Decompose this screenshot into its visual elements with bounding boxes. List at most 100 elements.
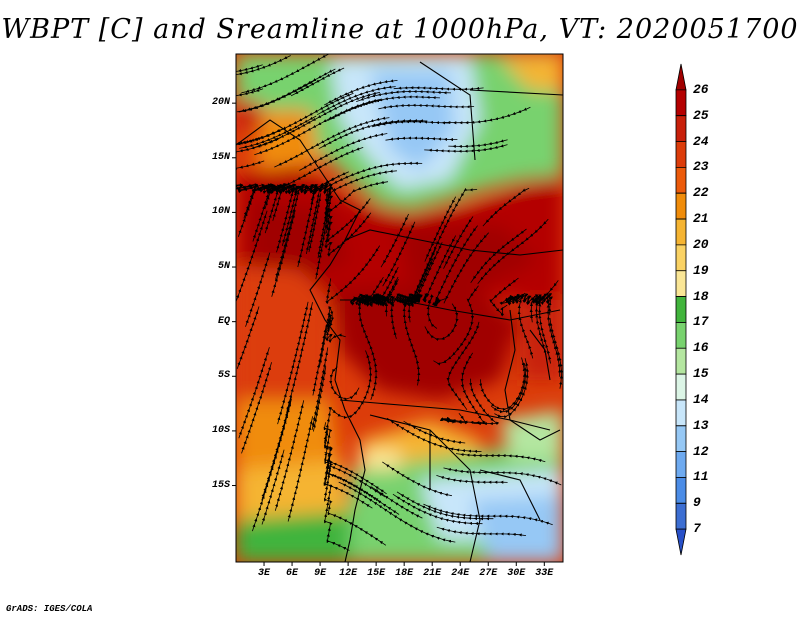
x-tick-label: 9E [314, 568, 327, 579]
streamline [440, 413, 469, 425]
colorbar-segment [675, 399, 687, 427]
streamline [262, 184, 285, 221]
streamline [482, 187, 530, 227]
streamline [287, 416, 313, 522]
streamline [549, 318, 563, 389]
x-tick-label: 33E [535, 568, 554, 579]
streamline [323, 451, 350, 551]
streamline [277, 301, 309, 425]
streamline [424, 144, 508, 153]
streamline [236, 210, 268, 302]
colorbar-segment [675, 322, 687, 349]
y-tick-label: 15N [211, 151, 230, 163]
streamline [236, 160, 265, 172]
streamlines [236, 54, 563, 551]
x-tick-label: 18E [395, 568, 414, 579]
x-tick-label: 6E [286, 568, 299, 579]
streamline [236, 128, 284, 148]
streamline [318, 180, 389, 217]
streamline [489, 277, 519, 317]
streamline [236, 306, 260, 369]
y-tick-label: 10N [211, 206, 230, 218]
x-tick-label: 30E [507, 568, 526, 579]
colorbar-label: 22 [693, 185, 709, 201]
x-tick-label: 24E [451, 568, 470, 579]
x-tick-label: 15E [367, 568, 386, 579]
chart-title: WBPT [C] and Sreamline at 1000hPa, VT: 2… [1, 14, 799, 45]
colorbar-segment [675, 192, 687, 220]
streamline [490, 363, 528, 414]
x-tick-label: 21E [423, 568, 442, 579]
streamline [241, 54, 329, 94]
colorbar-label: 9 [693, 495, 701, 511]
streamline [324, 208, 372, 257]
footer-credit: GrADS: IGES/COLA [6, 604, 93, 614]
colorbar-segment [675, 166, 687, 194]
axis-ticks [232, 102, 545, 566]
colorbar-segment [675, 270, 687, 297]
colorbar-label: 13 [693, 417, 709, 433]
map-frame [235, 53, 564, 563]
x-tick-label: 12E [339, 568, 358, 579]
streamline [455, 452, 546, 463]
colorbar-label: 21 [693, 211, 709, 227]
streamline [443, 467, 562, 486]
colorbar-label: 7 [693, 521, 701, 537]
x-tick-label: 3E [258, 568, 271, 579]
colorbar-segment [675, 63, 687, 91]
streamline [236, 182, 255, 193]
streamline [241, 362, 272, 454]
colorbar-label: 26 [693, 81, 709, 97]
streamline [424, 303, 459, 342]
colorbar-segment [675, 425, 687, 453]
colorbar-segment [675, 528, 687, 556]
colorbar-label: 19 [693, 262, 709, 278]
wbpt-field [236, 54, 563, 562]
colorbar-segment [675, 373, 687, 401]
colorbar [675, 63, 687, 556]
colorbar-label: 17 [693, 314, 709, 330]
colorbar-label: 25 [693, 107, 709, 123]
colorbar-segment [675, 296, 687, 323]
y-tick-label: 20N [211, 97, 230, 109]
streamline [380, 213, 409, 268]
y-tick-label: 15S [211, 479, 230, 491]
colorbar-label: 23 [693, 159, 709, 175]
streamline [323, 350, 373, 444]
x-tick-label: 27E [479, 568, 498, 579]
colorbar-segment [675, 451, 687, 478]
streamline [318, 306, 335, 367]
y-tick-label: EQ [217, 315, 230, 327]
colorbar-segment [675, 115, 687, 142]
colorbar-label: 11 [693, 469, 709, 485]
streamline [329, 461, 387, 495]
streamline [325, 245, 381, 305]
streamline [299, 132, 388, 171]
streamline [446, 321, 480, 411]
colorbar-label: 14 [693, 391, 709, 407]
streamline [442, 106, 531, 125]
colorbar-segment [675, 89, 687, 117]
streamline [443, 216, 474, 269]
colorbar-label: 20 [693, 236, 709, 252]
y-tick-label: 10S [211, 424, 230, 436]
colorbar-segment [675, 502, 687, 530]
streamline [370, 278, 399, 307]
colorbar-label: 16 [693, 340, 709, 356]
streamline [378, 103, 475, 110]
streamline [403, 420, 466, 445]
streamline [470, 228, 527, 284]
streamline [329, 366, 360, 401]
colorbar-segment [675, 141, 687, 168]
colorbar-label: 15 [693, 366, 709, 382]
y-tick-label: 5N [217, 261, 230, 273]
colorbar-segment [675, 244, 687, 272]
colorbar-segment [675, 347, 687, 375]
colorbar-label: 24 [693, 133, 709, 149]
colorbar-label: 12 [693, 443, 709, 459]
streamline [393, 86, 484, 91]
colorbar-segment [675, 218, 687, 246]
streamline [532, 295, 547, 357]
colorbar-segment [675, 477, 687, 504]
